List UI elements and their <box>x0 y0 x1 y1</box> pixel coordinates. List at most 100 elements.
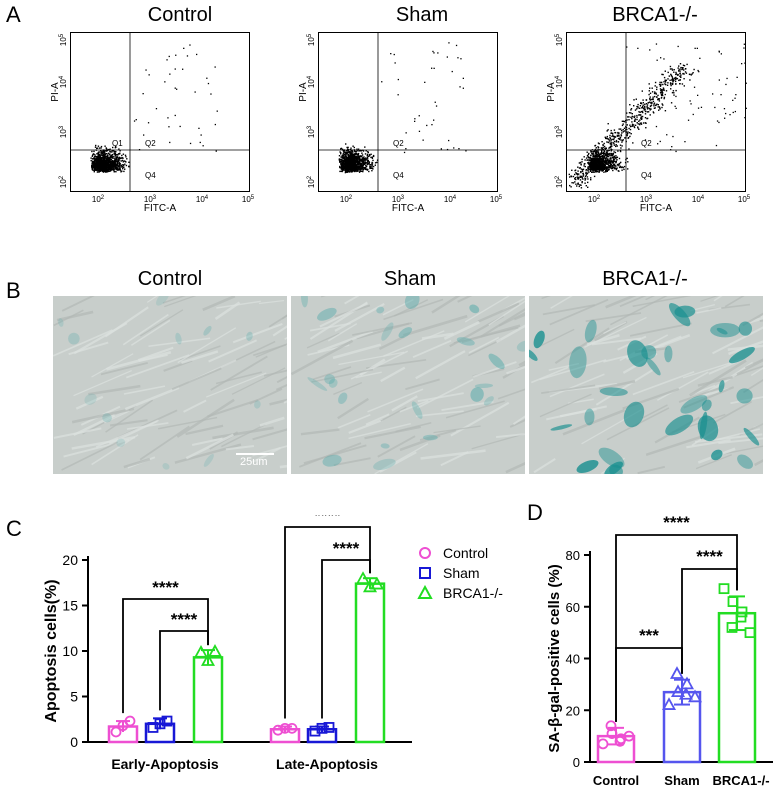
blue-stain-cells <box>58 296 261 470</box>
tick-label: 105 <box>738 195 751 204</box>
x-category-label: BRCA1-/- <box>712 773 769 788</box>
panel-b-letter: B <box>6 278 21 303</box>
quadrant-label: Q2 <box>145 139 156 148</box>
significance-bracket <box>284 526 371 719</box>
tick-label: 104 <box>555 75 564 88</box>
quadrant-label: Q4 <box>145 171 156 180</box>
y-axis-label: PI-A <box>298 82 309 102</box>
sa-beta-gal-image-brca1 <box>529 296 763 474</box>
tick-label: 103 <box>144 195 157 204</box>
significance-bracket <box>159 630 209 711</box>
data-point <box>124 715 136 727</box>
data-point <box>661 697 677 710</box>
tick-label: 105 <box>307 33 316 46</box>
cell-fibers <box>291 296 525 474</box>
scale-bar-label: 25um <box>240 456 268 468</box>
cell-fibers <box>531 296 763 474</box>
quadrant-label: Q1 <box>112 139 123 148</box>
data-point <box>200 653 216 666</box>
legend-item-sham: Sham <box>415 563 503 583</box>
flow-title-sham: Sham <box>395 4 449 26</box>
data-point <box>623 730 635 742</box>
data-point <box>605 720 617 732</box>
significance-label: **** <box>696 547 723 566</box>
quadrant-label: Q4 <box>641 171 652 180</box>
legend: Control Sham BRCA1-/- <box>415 543 503 603</box>
x-category-label: Sham <box>664 773 699 788</box>
tick-label: 105 <box>555 33 564 46</box>
tick-label: 103 <box>640 195 653 204</box>
significance-label: **** <box>152 578 179 597</box>
significance-label: **** <box>171 610 198 629</box>
image-background <box>529 296 763 474</box>
square-marker-icon <box>419 567 431 579</box>
quadrant-label: Q2 <box>641 139 652 148</box>
data-point <box>316 722 328 734</box>
flow-cytometry-plot-control: Q1 Q2 Q4 102 103 104 105 102 103 104 105 FITC-A PI-A <box>50 32 255 214</box>
data-point <box>606 728 618 739</box>
data-point <box>669 666 685 679</box>
x-category-label: Early-Apoptosis <box>111 756 219 772</box>
data-point <box>161 715 173 727</box>
legend-label-control: Control <box>443 545 489 561</box>
quadrant-label: Q4 <box>393 171 404 180</box>
tick-label: 104 <box>444 195 457 204</box>
legend-label-sham: Sham <box>443 565 480 581</box>
y-tick-label: 60 <box>566 600 580 615</box>
y-tick-label: 15 <box>62 598 78 614</box>
bar <box>354 582 386 744</box>
tick-label: 104 <box>59 75 68 88</box>
significance-label: **** <box>333 539 360 558</box>
tick-label: 102 <box>340 195 353 204</box>
data-point <box>744 627 756 639</box>
significance-bracket <box>122 598 209 714</box>
event-dots <box>90 44 218 173</box>
panel-c-letter: C <box>6 516 22 541</box>
micro-title-sham: Sham <box>383 268 437 290</box>
y-tick-label: 20 <box>566 703 580 718</box>
panel-d-letter: D <box>527 500 543 525</box>
legend-label-brca1: BRCA1-/- <box>443 585 503 601</box>
legend-item-control: Control <box>415 543 503 563</box>
y-axis-label: PI-A <box>546 82 557 102</box>
flow-cytometry-plot-sham: Q2 Q4 102 103 104 105 102 103 104 105 FITC-A PI-A <box>298 32 503 214</box>
tick-label: 103 <box>392 195 405 204</box>
blue-stain-cells <box>529 303 760 474</box>
data-point <box>110 726 122 738</box>
data-point <box>735 611 747 623</box>
micro-title-brca1: BRCA1-/- <box>602 268 688 290</box>
x-category-label: Late-Apoptosis <box>276 756 378 772</box>
tick-label: 105 <box>242 195 255 204</box>
y-tick-label: 0 <box>70 734 78 750</box>
quadrant-label: Q2 <box>393 139 404 148</box>
data-point <box>679 676 695 690</box>
scale-bar <box>236 453 274 455</box>
y-tick-label: 10 <box>62 643 78 659</box>
tick-label: 102 <box>59 175 68 188</box>
data-point <box>687 689 703 703</box>
bar <box>192 656 224 744</box>
tick-label: 103 <box>59 125 68 138</box>
triangle-marker-icon <box>417 585 433 599</box>
data-point <box>272 724 284 736</box>
data-point <box>355 571 371 585</box>
legend-item-brca1: BRCA1-/- <box>415 583 503 603</box>
circle-marker-icon <box>419 547 431 559</box>
data-point <box>678 686 694 700</box>
micro-title-control: Control <box>137 268 203 290</box>
y-tick-label: 40 <box>566 652 580 667</box>
panel-a-letter: A <box>6 2 21 27</box>
tick-label: 104 <box>692 195 705 204</box>
data-point <box>286 722 298 734</box>
tick-label: 104 <box>196 195 209 204</box>
y-axis-label: PI-A <box>50 82 61 102</box>
data-point <box>614 735 626 747</box>
bar <box>717 611 757 764</box>
flow-title-brca1: BRCA1-/- <box>612 4 698 26</box>
data-point <box>193 644 209 658</box>
data-point <box>718 583 730 595</box>
y-tick-label: 5 <box>70 689 78 705</box>
tick-label: 105 <box>490 195 503 204</box>
significance-bracket <box>615 534 738 722</box>
